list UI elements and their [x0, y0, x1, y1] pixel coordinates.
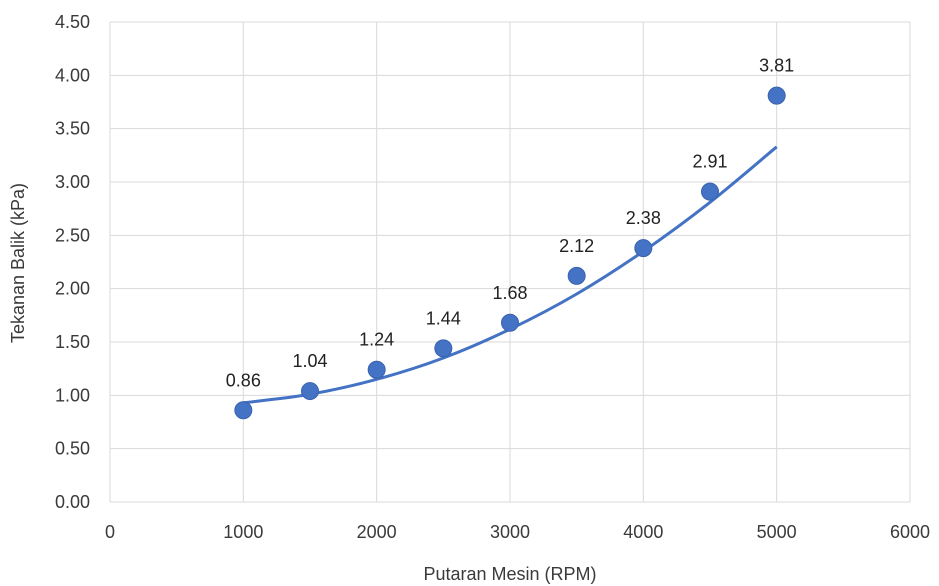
x-tick-label: 2000	[357, 522, 397, 542]
data-label: 2.91	[692, 152, 727, 172]
y-tick-label: 3.00	[55, 172, 90, 192]
data-label: 1.04	[292, 351, 327, 371]
data-point	[501, 313, 519, 332]
y-tick-label: 2.50	[55, 225, 90, 245]
x-tick-label: 0	[105, 522, 115, 542]
data-label: 2.38	[626, 208, 661, 228]
x-tick-label: 3000	[490, 522, 530, 542]
y-axis-ticks: 0.00 0.50 1.00 1.50 2.00 2.50 3.00 3.50 4.00 4.50	[55, 12, 90, 512]
data-label: 1.68	[492, 283, 527, 303]
y-tick-label: 0.00	[55, 492, 90, 512]
data-point	[767, 86, 786, 105]
data-point	[634, 239, 653, 258]
data-labels-layer: 0.86 1.04 1.24 1.44 1.68 2.12 2.38 2.91 3.81	[226, 56, 794, 391]
y-axis-title: Tekanan Balik (kPa)	[8, 183, 28, 343]
y-tick-label: 1.50	[55, 332, 90, 352]
x-axis-ticks: 0 1000 2000 3000 4000 5000 6000	[105, 522, 930, 542]
y-tick-label: 2.00	[55, 279, 90, 299]
data-label: 3.81	[759, 56, 794, 76]
x-tick-label: 5000	[757, 522, 797, 542]
data-point	[567, 266, 586, 285]
data-point	[434, 339, 453, 358]
y-tick-label: 1.00	[55, 385, 90, 405]
y-tick-label: 0.50	[55, 439, 90, 459]
x-tick-label: 6000	[890, 522, 930, 542]
data-point	[234, 401, 253, 420]
data-label: 0.86	[226, 370, 261, 390]
points-layer	[234, 86, 786, 420]
data-label: 2.12	[559, 236, 594, 256]
data-point	[701, 182, 719, 201]
data-point	[367, 360, 386, 379]
data-label: 1.44	[426, 308, 461, 328]
data-label: 1.24	[359, 330, 394, 350]
y-tick-label: 4.00	[55, 65, 90, 85]
gridlines	[109, 21, 911, 503]
x-tick-label: 4000	[623, 522, 663, 542]
x-tick-label: 1000	[223, 522, 263, 542]
y-tick-label: 3.50	[55, 119, 90, 139]
data-point	[301, 382, 319, 401]
x-axis-title: Putaran Mesin (RPM)	[423, 564, 596, 584]
y-tick-label: 4.50	[55, 12, 90, 32]
